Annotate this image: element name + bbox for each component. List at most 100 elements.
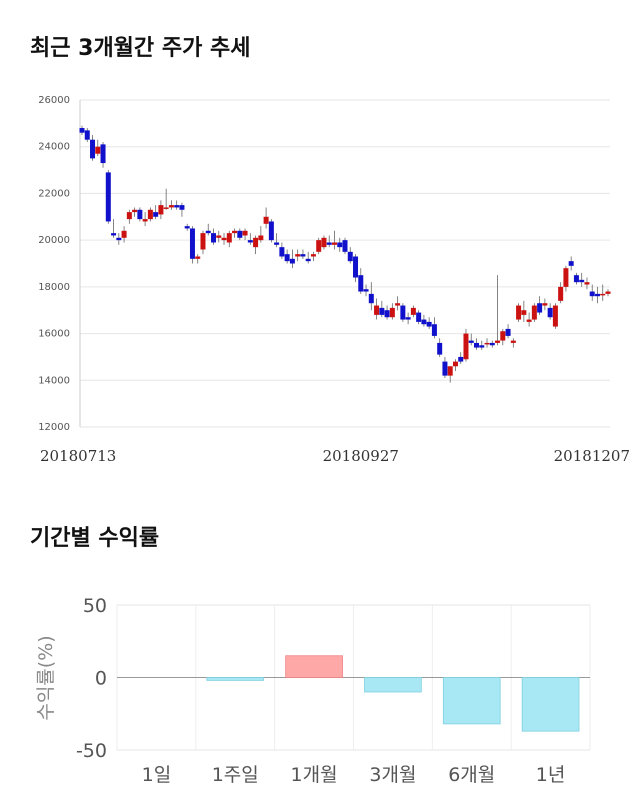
candle-body xyxy=(147,209,153,220)
candle-body xyxy=(295,254,301,257)
candle-body xyxy=(200,233,206,250)
candle-body xyxy=(300,254,306,257)
candle-body xyxy=(474,342,479,348)
candle-body xyxy=(268,221,274,241)
candle-body xyxy=(84,130,90,140)
y-tick-label: 0 xyxy=(95,668,107,690)
y-tick-label: -50 xyxy=(76,740,107,762)
return-bar xyxy=(442,677,501,725)
candle-body xyxy=(79,128,85,133)
candle-body xyxy=(342,240,348,252)
candle-body xyxy=(258,235,264,241)
candle-body xyxy=(589,291,595,297)
candle-body xyxy=(458,356,464,362)
candle-body xyxy=(416,312,422,322)
candle-body xyxy=(568,261,574,266)
candle-body xyxy=(153,212,159,217)
candle-body xyxy=(537,303,543,313)
candle-body xyxy=(468,340,474,343)
candle-body xyxy=(289,258,295,264)
y-tick-label: 22000 xyxy=(38,188,70,199)
candle-body xyxy=(358,275,364,292)
candle-body xyxy=(305,258,311,262)
x-tick-label: 1주일 xyxy=(212,764,259,786)
return-bar xyxy=(206,677,265,681)
x-tick-label: 3개월 xyxy=(369,764,416,786)
candle-body xyxy=(505,328,511,336)
candle-body xyxy=(142,219,148,222)
candle-body xyxy=(226,233,232,243)
candle-body xyxy=(132,209,138,213)
x-tick-label: 1개월 xyxy=(291,764,338,786)
candle-body xyxy=(437,342,443,355)
candle-body xyxy=(163,207,169,209)
candle-body xyxy=(400,305,406,320)
candle-body xyxy=(284,254,290,262)
candle-body xyxy=(374,305,380,315)
candle-body xyxy=(389,307,395,318)
return-bar xyxy=(285,655,343,678)
candle-body xyxy=(594,293,600,297)
candle-body xyxy=(221,237,227,241)
candle-body xyxy=(442,361,448,376)
return-bar xyxy=(521,677,580,732)
candle-body xyxy=(542,303,548,306)
candle-body xyxy=(516,305,522,320)
y-tick-label: 12000 xyxy=(38,422,70,433)
candle-body xyxy=(500,331,506,341)
x-tick-label: 20181207 xyxy=(554,447,630,465)
candle-body xyxy=(347,251,353,262)
y-tick-label: 18000 xyxy=(38,282,70,293)
candle-body xyxy=(279,247,285,257)
candle-body xyxy=(121,230,127,238)
candle-body xyxy=(126,212,132,220)
x-tick-label: 20180713 xyxy=(40,447,116,465)
candle-body xyxy=(447,366,453,376)
y-tick-label: 20000 xyxy=(38,235,70,246)
candle-body xyxy=(116,237,122,241)
candle-body xyxy=(368,293,374,304)
y-axis-label: 수익률(%) xyxy=(35,635,57,720)
candle-body xyxy=(310,254,316,257)
candle-body xyxy=(232,230,238,234)
candle-body xyxy=(558,286,564,301)
candle-body xyxy=(547,307,553,318)
candle-body xyxy=(421,319,427,325)
candle-body xyxy=(263,216,269,224)
candle-body xyxy=(321,237,327,248)
candle-body xyxy=(510,340,516,343)
period-return-title: 기간별 수익률 xyxy=(30,526,160,551)
candle-body xyxy=(326,242,332,245)
y-tick-label: 24000 xyxy=(38,142,70,153)
y-tick-label: 16000 xyxy=(38,329,70,340)
x-tick-label: 6개월 xyxy=(448,764,495,786)
candle-body xyxy=(526,319,532,322)
candle-body xyxy=(184,226,190,229)
candle-body xyxy=(168,205,174,208)
candle-body xyxy=(211,233,216,243)
candle-body xyxy=(158,205,164,215)
candle-body xyxy=(274,242,280,245)
candle-body xyxy=(484,342,490,345)
candle-body xyxy=(189,228,195,259)
candle-body xyxy=(452,361,458,367)
candle-body xyxy=(331,242,337,245)
candle-body xyxy=(379,307,385,315)
candle-body xyxy=(584,282,590,285)
candle-body xyxy=(111,233,117,236)
candle-body xyxy=(531,305,537,320)
candle-body xyxy=(489,342,495,346)
y-tick-label: 26000 xyxy=(38,95,70,106)
candle-body xyxy=(316,240,322,252)
candle-body xyxy=(563,268,569,287)
candle-body xyxy=(253,237,259,248)
candle-body xyxy=(237,230,243,238)
candle-body xyxy=(579,279,585,283)
candle-body xyxy=(137,209,143,220)
candle-body xyxy=(384,310,390,318)
candle-body xyxy=(95,146,101,154)
candle-body xyxy=(600,293,606,296)
candle-body xyxy=(405,317,411,320)
candle-body xyxy=(521,310,527,315)
